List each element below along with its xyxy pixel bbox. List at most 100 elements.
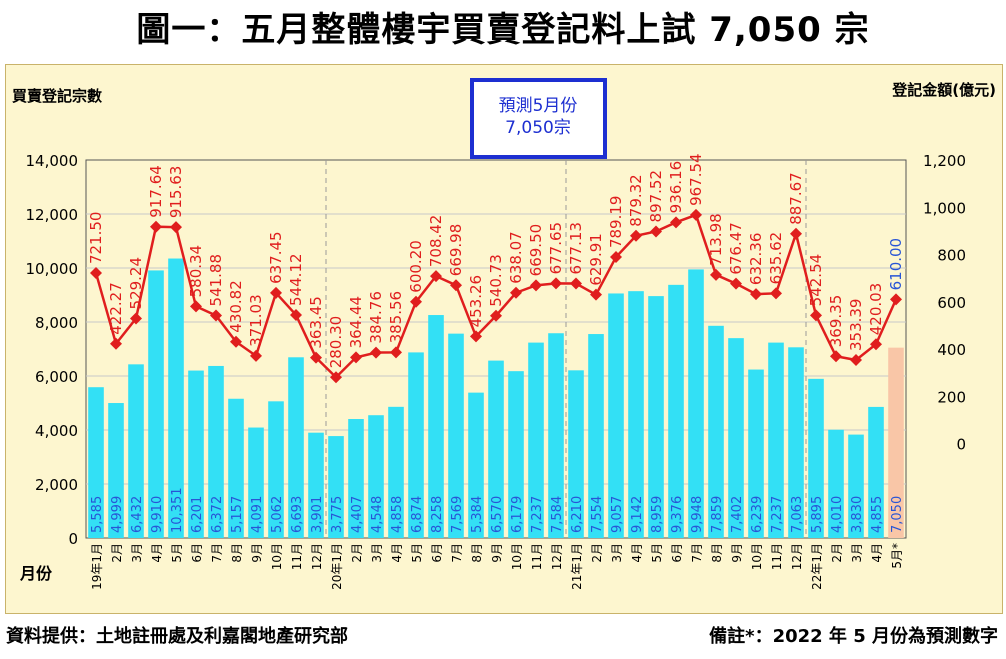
line-point xyxy=(230,335,242,348)
bar-value-label: 6,693 xyxy=(290,496,305,533)
line-value-label: 708.42 xyxy=(427,215,445,268)
bar-value-label: 5,585 xyxy=(90,496,105,533)
bar-value-label: 3,830 xyxy=(850,496,865,533)
line-value-label: 789.19 xyxy=(607,196,625,249)
line-point xyxy=(490,309,502,322)
bar-value-label: 7,237 xyxy=(770,496,785,533)
line-point xyxy=(450,279,462,292)
x-tick-label: 3月 xyxy=(850,543,864,563)
x-tick-label: 12月 xyxy=(550,543,564,570)
bar-value-label: 4,010 xyxy=(830,496,845,533)
y-tick-label: 2,000 xyxy=(35,476,78,494)
x-tick-label: 21年1月 xyxy=(570,543,584,590)
bar-value-label: 9,910 xyxy=(150,496,165,533)
x-tick-label: 3月 xyxy=(130,543,144,563)
x-tick-label: 3月 xyxy=(610,543,624,563)
line-value-label: 385.56 xyxy=(387,291,405,344)
x-tick-label: 12月 xyxy=(310,543,324,570)
line-point xyxy=(710,268,722,281)
line-point xyxy=(350,351,362,364)
line-value-label: 676.47 xyxy=(727,222,745,275)
y2-tick-label: 0 xyxy=(956,436,966,454)
line-value-label: 422.27 xyxy=(107,282,125,335)
bar-value-label: 6,372 xyxy=(210,496,225,533)
bar xyxy=(368,415,384,538)
line-value-label: 353.39 xyxy=(847,299,865,352)
bar xyxy=(588,334,604,538)
line-value-label: 677.65 xyxy=(547,222,565,275)
line-point xyxy=(310,351,322,364)
line-value-label: 363.45 xyxy=(307,296,325,349)
x-axis-label: 月份 xyxy=(19,564,53,583)
bar xyxy=(388,406,404,538)
line-value-label: 542.54 xyxy=(807,254,825,307)
bar-value-label: 6,570 xyxy=(490,496,505,533)
bar xyxy=(408,352,424,538)
bar xyxy=(748,369,764,538)
bar xyxy=(828,429,844,538)
line-point xyxy=(870,338,882,351)
line-value-label: 967.54 xyxy=(687,153,705,206)
chart-svg: 5,585 4,999 6,432 9,910 10,351 6,201 6,372 5,15… xyxy=(12,78,996,590)
bar-value-label: 7,237 xyxy=(530,496,545,533)
bar-value-label: 9,057 xyxy=(610,496,625,533)
bar xyxy=(768,342,784,538)
bar xyxy=(468,392,484,538)
line-point xyxy=(810,309,822,322)
line-point xyxy=(270,286,282,299)
line-point xyxy=(90,267,102,280)
line-point xyxy=(190,300,202,313)
bar xyxy=(788,347,804,538)
bar xyxy=(728,338,744,538)
bar-value-label: 7,050 xyxy=(890,496,905,533)
line-value-label: 638.07 xyxy=(507,231,525,284)
x-tick-label: 5月* xyxy=(890,543,904,569)
x-tick-label: 4月 xyxy=(870,543,884,563)
y-tick-label: 14,000 xyxy=(26,152,79,170)
line-value-label: 280.30 xyxy=(327,316,345,369)
bar-value-label: 9,948 xyxy=(690,496,705,533)
line-value-label: 540.73 xyxy=(487,254,505,307)
bar-value-label: 4,091 xyxy=(250,496,265,533)
x-tick-label: 19年1月 xyxy=(90,543,104,590)
bar xyxy=(528,342,544,538)
bar-value-label: 3,775 xyxy=(330,496,345,533)
x-tick-label: 5月 xyxy=(410,543,424,563)
bar xyxy=(348,419,364,538)
line-value-label: 879.32 xyxy=(627,174,645,227)
line-value-label: 936.16 xyxy=(667,161,685,214)
bar xyxy=(628,291,644,538)
line-point xyxy=(390,346,402,359)
bar-value-label: 5,895 xyxy=(810,496,825,533)
bar-value-label: 4,999 xyxy=(110,496,125,533)
bar-value-label: 6,201 xyxy=(190,496,205,533)
x-tick-label: 20年1月 xyxy=(330,543,344,590)
x-tick-label: 6月 xyxy=(190,543,204,563)
bar-value-label: 3,901 xyxy=(310,496,325,533)
bar xyxy=(248,427,264,538)
x-tick-label: 4月 xyxy=(150,543,164,563)
line-point xyxy=(570,277,582,290)
line-value-label: 420.03 xyxy=(867,283,885,336)
line-point xyxy=(790,227,802,240)
line-value-label: 600.20 xyxy=(407,240,425,293)
x-tick-label: 6月 xyxy=(430,543,444,563)
y-tick-label: 12,000 xyxy=(26,206,79,224)
bar-value-label: 7,063 xyxy=(790,496,805,533)
line-point xyxy=(850,354,862,367)
line-value-label: 635.62 xyxy=(767,232,785,285)
y-tick-label: 4,000 xyxy=(35,422,78,440)
x-tick-label: 2月 xyxy=(590,543,604,563)
forecast-note: 備註*：2022 年 5 月份為預測數字 xyxy=(709,626,998,647)
bar-value-label: 7,584 xyxy=(550,496,565,533)
line-value-label: 677.13 xyxy=(567,222,585,274)
x-tick-label: 9月 xyxy=(490,543,504,563)
bar xyxy=(868,406,884,538)
y2-tick-label: 800 xyxy=(937,247,966,265)
x-tick-label: 2月 xyxy=(110,543,124,563)
x-tick-label: 10月 xyxy=(510,543,524,570)
source-note: 資料提供：土地註冊處及利嘉閣地產研究部 xyxy=(6,626,348,647)
y2-tick-label: 200 xyxy=(937,388,966,406)
x-tick-label: 10月 xyxy=(750,543,764,570)
